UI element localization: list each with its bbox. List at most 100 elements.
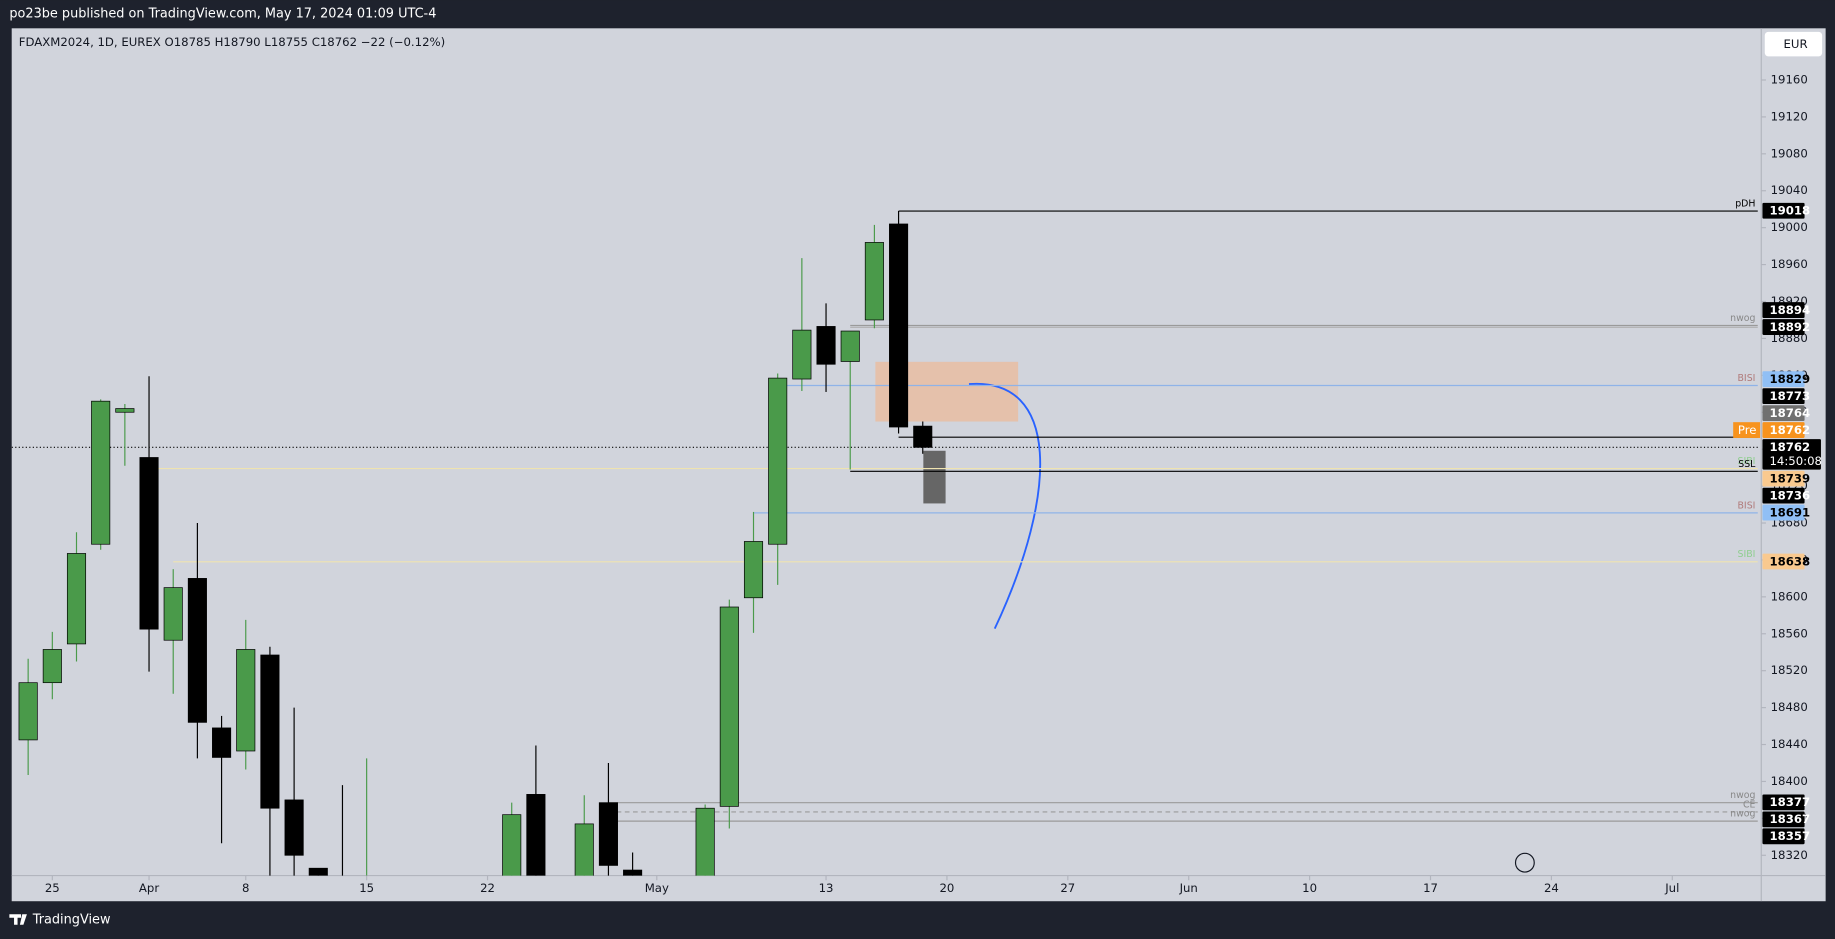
x-tick-label: 20 (939, 881, 954, 895)
level-name: BISI (1738, 500, 1756, 511)
price-label: 18638 (1769, 554, 1810, 568)
currency-button[interactable] (1764, 31, 1823, 57)
countdown: 14:50:08 (1769, 454, 1822, 468)
y-tick-label: 18560 (1771, 626, 1808, 640)
x-tick-label: 22 (480, 881, 495, 895)
level-name: SSL (1738, 459, 1756, 470)
y-tick-label: 19040 (1771, 183, 1808, 197)
candle-body (163, 587, 183, 641)
plot (11, 210, 1758, 876)
price-label-box (1762, 794, 1805, 811)
price-label-box (1762, 828, 1805, 845)
x-tick-label: 10 (1302, 881, 1317, 895)
price-label: 18739 (1769, 471, 1810, 485)
x-tick-label: 27 (1060, 881, 1075, 895)
candle-body (42, 649, 62, 684)
price-label: 18377 (1769, 795, 1810, 809)
candle-body (574, 823, 594, 876)
x-tick-label: 8 (242, 881, 249, 895)
candle-body (91, 400, 111, 545)
projection-curve (968, 383, 1042, 630)
price-label: 18691 (1769, 505, 1810, 519)
candle-body (18, 682, 38, 741)
y-tick-label: 18960 (1771, 257, 1808, 271)
price-label-box (1762, 202, 1805, 219)
level-name: nwog (1730, 313, 1755, 324)
x-tick-label: 13 (819, 881, 834, 895)
y-tick-label: 18600 (1771, 589, 1808, 603)
candle-body (212, 727, 232, 758)
level-name: CE (1743, 799, 1756, 810)
y-tick-label: 18440 (1771, 737, 1808, 751)
price-label: 18367 (1769, 812, 1810, 826)
y-tick-label: 18400 (1771, 774, 1808, 788)
price-label: 18829 (1769, 372, 1810, 386)
candle-body (864, 242, 884, 321)
level-name: SIBI (1738, 456, 1756, 467)
candle-body (284, 799, 304, 856)
candle-body (139, 457, 159, 630)
replay-icon[interactable] (1514, 852, 1535, 873)
candle-body (260, 654, 280, 809)
y-tick-label: 18480 (1771, 700, 1808, 714)
price-label-box (1762, 487, 1805, 504)
y-tick-label: 19120 (1771, 109, 1808, 123)
x-tick-label: Jun (1179, 881, 1198, 895)
candle-body (695, 807, 715, 876)
price-label-box (1762, 302, 1805, 318)
price-label-box (1762, 371, 1805, 388)
brand: TradingView (32, 913, 111, 928)
x-tick-label: 25 (45, 881, 60, 895)
projection-box (923, 450, 946, 504)
x-tick-label: 17 (1423, 881, 1438, 895)
footer-bar (0, 901, 1835, 939)
price-label-box (1762, 405, 1805, 421)
level-name: nwog (1730, 809, 1755, 820)
candle-body (308, 867, 328, 876)
x-tick-label: Apr (139, 881, 159, 895)
level-name: nwog (1730, 790, 1755, 801)
chart-background (11, 28, 1826, 902)
level-name: BISI (1738, 373, 1756, 384)
price-label-box (1762, 388, 1805, 405)
currency[interactable]: EUR (1784, 37, 1808, 51)
price-label: 18357 (1769, 829, 1810, 843)
price-label: 18762 (1769, 423, 1810, 437)
candle-body (792, 329, 812, 380)
candle-body (816, 326, 836, 365)
price-label: 18764 (1769, 406, 1810, 420)
x-tick-label: May (645, 881, 669, 895)
y-tick-label: 19080 (1771, 146, 1808, 160)
price-label: 19018 (1769, 204, 1810, 218)
y-tick-label: 19000 (1771, 220, 1808, 234)
price-label-box (1762, 422, 1805, 438)
y-tick-label: 19160 (1771, 72, 1808, 86)
candle-body (502, 814, 522, 876)
price-tag-box (1733, 422, 1761, 438)
candle-body (236, 649, 256, 752)
candle-body (187, 578, 207, 723)
y-tick-label: 18520 (1771, 663, 1808, 677)
price-label: 18762 (1769, 440, 1810, 454)
x-tick-label: 24 (1544, 881, 1559, 895)
price-label-box (1762, 470, 1805, 487)
price-tag: Pre (1738, 423, 1757, 437)
price-label: 18892 (1769, 320, 1810, 334)
x-tick-label: Jul (1664, 881, 1679, 895)
candle-body (743, 541, 764, 599)
candle-body (623, 869, 643, 876)
publisher: po23be published on TradingView.com, May… (9, 7, 436, 22)
price-label: 18773 (1769, 389, 1810, 403)
candle-body (66, 553, 87, 645)
price-label-box (1762, 439, 1821, 470)
price-label: 18894 (1769, 303, 1810, 317)
level-name: pDH (1735, 199, 1755, 210)
candle-body (889, 223, 909, 428)
level-name: SIBI (1738, 549, 1756, 560)
candle-body (598, 802, 618, 866)
candle-body (840, 330, 860, 362)
price-label-box (1762, 811, 1805, 828)
price-label-box (1762, 319, 1805, 335)
